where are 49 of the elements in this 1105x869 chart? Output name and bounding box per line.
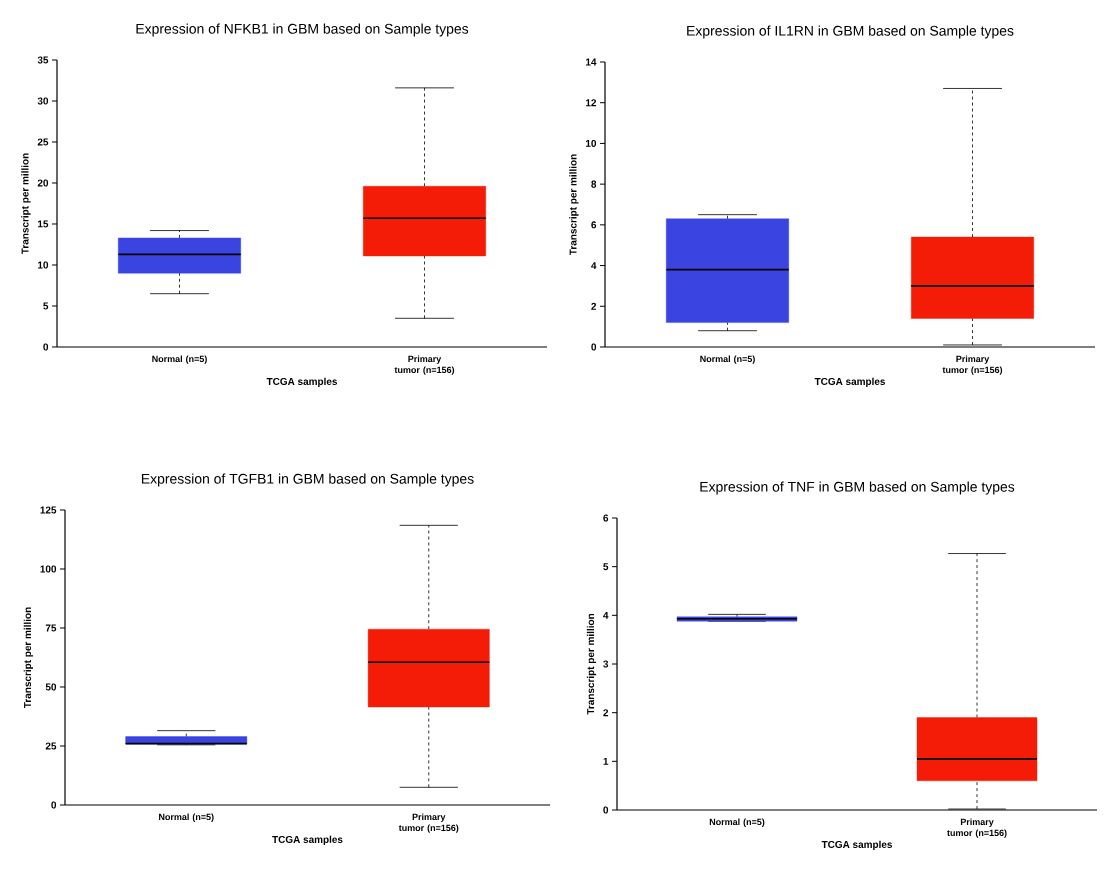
chart-title: Expression of NFKB1 in GBM based on Sample types [136,23,469,37]
y-tick-label: 75 [45,624,57,632]
x-tick-label: Normal (n=5) [700,355,755,364]
x-axis-title: TCGA samples [272,835,343,845]
y-tick-label: 3 [603,660,609,668]
y-tick-label: 6 [591,221,597,229]
chart-title: Expression of IL1RN in GBM based on Sample types [687,25,1014,39]
y-tick-label: 30 [37,97,49,105]
y-tick-label: 0 [43,343,49,351]
y-tick-label: 4 [603,611,609,619]
y-tick-label: 25 [37,138,49,146]
x-tick-label: Primary tumor (n=156) [942,355,1003,375]
y-tick-label: 4 [591,262,597,269]
y-axis-title: Transcript per million [21,153,31,255]
y-tick-label: 100 [40,565,57,573]
y-tick-label: 10 [586,139,597,147]
y-tick-label: 0 [51,801,57,809]
x-tick-label: Normal (n=5) [709,818,765,827]
y-tick-label: 8 [591,180,597,188]
y-tick-label: 5 [43,302,49,310]
x-tick-label: Primary tumor (n=156) [398,813,459,833]
chart-title: Expression of TGFB1 in GBM based on Sample types [141,473,474,487]
y-tick-label: 35 [37,56,49,64]
y-tick-label: 20 [37,179,49,187]
y-tick-label: 125 [40,506,57,514]
y-tick-label: 50 [45,683,57,691]
y-tick-label: 12 [586,99,597,107]
y-tick-label: 25 [45,742,57,750]
x-axis-title: TCGA samples [814,377,886,387]
x-tick-label: Normal (n=5) [152,355,207,364]
y-tick-label: 5 [603,563,609,571]
y-tick-label: 6 [603,514,609,522]
x-axis-title: TCGA samples [266,377,338,387]
y-tick-label: 10 [38,261,49,269]
y-axis-title: Transcript per million [23,607,34,709]
x-tick-label: Primary tumor (n=156) [947,818,1007,838]
x-axis-title: TCGA samples [821,840,893,850]
chart-title: Expression of TNF in GBM based on Sample types [700,481,1015,495]
y-tick-label: 2 [603,709,609,717]
x-tick-label: Primary tumor (n=156) [394,355,455,375]
y-axis-title: Transcript per million [569,154,579,256]
y-tick-label: 2 [591,302,597,310]
x-tick-label: Normal (n=5) [159,813,214,822]
y-axis-title: Transcript per million [586,613,597,715]
y-tick-label: 0 [603,806,609,814]
y-tick-label: 0 [591,343,597,351]
y-tick-label: 1 [603,757,609,765]
y-tick-label: 15 [38,220,49,228]
y-tick-label: 14 [586,58,597,66]
